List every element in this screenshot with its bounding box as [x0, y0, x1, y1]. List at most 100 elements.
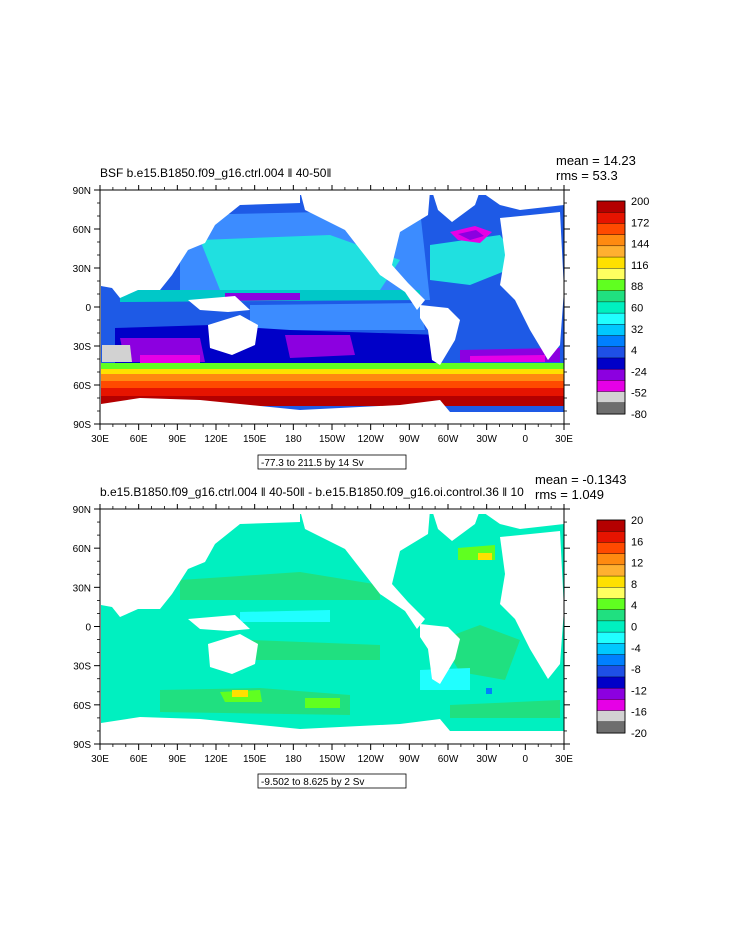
colorbar-label: 88 — [631, 281, 643, 293]
land-maritime — [188, 296, 250, 312]
colorbar-swatch — [596, 223, 626, 236]
colorbar-swatch — [596, 268, 626, 280]
colorbar-swatch — [596, 564, 626, 577]
field-labrador-purple — [458, 230, 484, 240]
colorbar-swatch — [596, 519, 626, 532]
colorbar-label: 200 — [631, 196, 649, 208]
colorbar-swatch — [596, 721, 626, 734]
field-band-s-atl-magenta — [470, 355, 545, 362]
field-cyan-1 — [240, 610, 330, 622]
land — [101, 510, 564, 744]
colorbar-frame — [596, 200, 626, 415]
colorbar-swatch — [596, 402, 626, 415]
colorbar-swatch — [596, 620, 626, 633]
range-box: -77.3 to 211.5 by 14 Sv — [257, 454, 407, 470]
colorbar-swatch — [596, 301, 626, 314]
panel-title: BSF b.e15.B1850.f09_g16.ctrl.004 ‖ 40-50… — [100, 166, 331, 180]
colorbar-swatch — [596, 290, 626, 303]
colorbar-swatch — [596, 598, 626, 611]
x-tick-label: 30E — [555, 754, 573, 765]
acc-band-2 — [101, 369, 564, 375]
colorbar-swatch — [596, 609, 626, 622]
land-eurasia — [101, 510, 300, 617]
x-tick-label: 60W — [438, 754, 459, 765]
y-tick-label: 30N — [73, 264, 91, 275]
x-tick-label: 150W — [319, 754, 346, 765]
x-tick-label: 60E — [130, 754, 148, 765]
range-box-frame — [257, 773, 407, 789]
field-band-s-magenta — [140, 355, 200, 363]
field-green-4 — [250, 640, 380, 660]
colorbar-swatch — [596, 245, 626, 258]
colorbar-label: -16 — [631, 707, 647, 719]
land-australia — [208, 634, 258, 674]
panel-diff: b.e15.B1850.f09_g16.ctrl.004 ‖ 40-50‖ - … — [73, 472, 647, 789]
colorbar-swatch — [596, 357, 626, 370]
colorbar-label: -52 — [631, 388, 647, 400]
y-tick-label: 0 — [85, 303, 91, 314]
colorbar-swatch — [596, 212, 626, 224]
field-band-natl — [430, 235, 520, 285]
mean-label: mean = 14.23 — [556, 153, 636, 168]
colorbar-swatch — [596, 279, 626, 292]
colorbar-label: -80 — [631, 409, 647, 421]
rms-label: rms = 53.3 — [556, 168, 618, 183]
colorbar-swatch — [596, 391, 626, 404]
colorbar: 200 172 144 116 88 60 32 4 -24 -52 -80 — [596, 196, 649, 421]
colorbar-label: -24 — [631, 366, 647, 378]
colorbar-swatch — [596, 687, 626, 700]
y-tick-label: 0 — [85, 623, 91, 634]
field-blue-1 — [486, 688, 492, 694]
land-north-america — [300, 191, 430, 310]
colorbar-label: -8 — [631, 664, 641, 676]
land-antarctica — [101, 398, 564, 424]
colorbar-swatch — [596, 335, 626, 348]
y-tick-label: 60N — [73, 544, 91, 555]
land-antarctica — [101, 717, 564, 744]
land-arctic-islands — [480, 191, 564, 210]
land-greenland — [432, 191, 480, 222]
map-plot-area — [101, 510, 564, 744]
range-box-frame — [257, 454, 407, 470]
x-tick-label: 0 — [523, 434, 529, 445]
colorbar-swatch — [596, 256, 626, 269]
colorbar-label: 144 — [631, 239, 649, 251]
field-band-s-gray — [102, 345, 132, 362]
y-tick-label: 30N — [73, 583, 91, 594]
colorbar-label: 20 — [631, 515, 643, 527]
y-tick-label: 30S — [73, 342, 91, 353]
colorbar-label: 4 — [631, 345, 637, 357]
y-tick-label: 30S — [73, 662, 91, 673]
colorbar-swatch — [596, 676, 626, 689]
x-tick-label: 180 — [285, 434, 302, 445]
colorbar-swatch — [596, 368, 626, 381]
y-tick-label: 90S — [73, 420, 91, 431]
land-south-america — [420, 624, 460, 684]
field-green-6 — [450, 700, 560, 718]
colorbar-swatch — [596, 380, 626, 393]
acc-band-3 — [101, 374, 564, 382]
field-band-gyre-cyan — [200, 235, 400, 290]
colorbar-swatch — [596, 312, 626, 325]
colorbar-swatch — [596, 553, 626, 566]
x-tick-label: 60W — [438, 434, 459, 445]
range-label: -77.3 to 211.5 by 14 Sv — [261, 458, 364, 469]
map-axes: 30E 60E 90E 120E 150E 180 150W 120W 90W 60W 30W 0 30… — [73, 504, 573, 765]
x-tick-label: 150E — [243, 434, 267, 445]
colorbar-label: 8 — [631, 579, 637, 591]
colorbar-swatch — [596, 200, 626, 213]
field-green-1 — [180, 572, 380, 600]
y-tick-label: 60S — [73, 701, 91, 712]
rms-label: rms = 1.049 — [535, 487, 604, 502]
land-arctic-islands — [480, 510, 564, 529]
y-tick-label: 90N — [73, 186, 91, 197]
acc-band-5 — [101, 388, 564, 398]
colorbar-swatch — [596, 234, 626, 247]
acc-band-6 — [101, 396, 564, 406]
x-tick-label: 150W — [319, 434, 346, 445]
colorbar-label: 60 — [631, 303, 643, 315]
colorbar-label: 0 — [631, 622, 637, 634]
colorbar-label: 12 — [631, 558, 643, 570]
land-greenland — [432, 510, 480, 541]
